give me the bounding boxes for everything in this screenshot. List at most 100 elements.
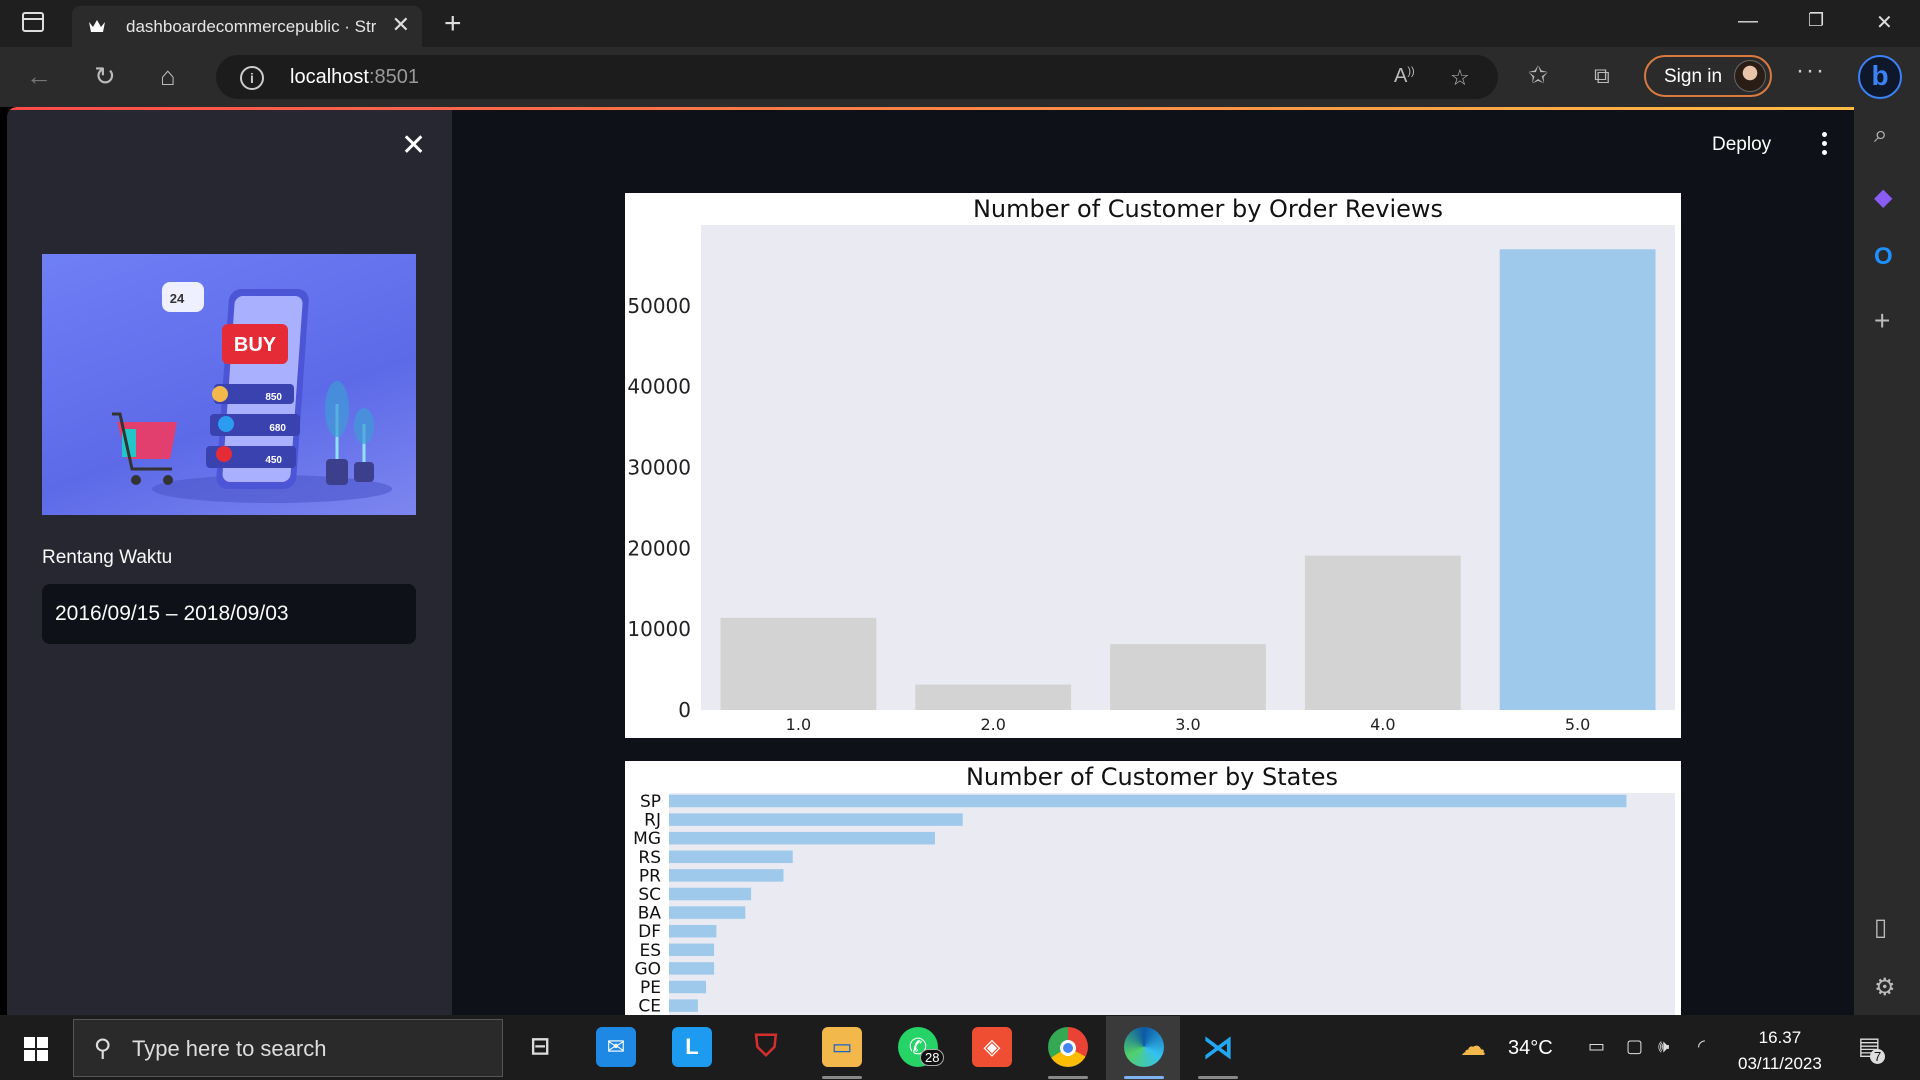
bar-CE	[669, 999, 698, 1012]
shopping-illustration: BUY 850 680 450 24	[112, 282, 392, 503]
date-range-label: Rentang Waktu	[42, 547, 173, 568]
y-tick-label: GO	[634, 959, 661, 979]
volume-icon[interactable]: 🕪	[1658, 1036, 1670, 1056]
browser-title-bar: dashboardecommercepublic · Streamlit ✕ +…	[0, 0, 1920, 47]
edge-icon[interactable]	[1124, 1027, 1164, 1067]
outlook-icon[interactable]: O	[1874, 243, 1893, 270]
y-tick-label: DF	[638, 922, 661, 942]
svg-text:850: 850	[265, 392, 282, 403]
header-decoration	[7, 107, 1854, 110]
refresh-icon[interactable]: ↻	[94, 61, 116, 91]
sidebar-toggle-icon[interactable]: ▯	[1874, 914, 1888, 941]
x-tick-label: 4.0	[1370, 715, 1395, 734]
avatar	[1734, 60, 1766, 92]
bar-PR	[669, 869, 784, 882]
info-icon[interactable]: i	[240, 66, 264, 90]
lark-app-icon[interactable]: L	[672, 1027, 712, 1067]
settings-icon[interactable]: ⚙	[1874, 974, 1896, 1001]
y-tick-label: PE	[640, 978, 661, 998]
edge-sidebar: ⌕ ◆ O + ▯ ⚙	[1854, 107, 1920, 1015]
bar-DF	[669, 924, 717, 938]
window-close-icon[interactable]: ✕	[1876, 12, 1893, 34]
favorite-add-icon[interactable]: ☆	[1450, 65, 1470, 90]
bar-5.0	[1499, 249, 1656, 710]
vscode-indicator	[1198, 1076, 1238, 1079]
file-explorer-icon[interactable]: ▭	[822, 1027, 862, 1067]
y-tick-label: CE	[638, 997, 661, 1015]
read-aloud-icon[interactable]: A))	[1394, 65, 1415, 87]
bar-1.0	[720, 617, 877, 710]
bar-PE	[669, 980, 707, 994]
copilot-icon[interactable]: b	[1858, 55, 1902, 99]
y-tick-label: ES	[639, 941, 661, 961]
chart-title: Number of Customer by Order Reviews	[973, 195, 1443, 223]
plus-icon[interactable]: +	[1874, 305, 1891, 336]
svg-text:BUY: BUY	[234, 334, 277, 356]
states-chart-svg: Number of Customer by States SPRJMGRSPRSC…	[633, 763, 1675, 1015]
chrome-icon[interactable]	[1048, 1027, 1088, 1067]
windows-start-icon[interactable]	[24, 1037, 48, 1061]
svg-text:450: 450	[265, 455, 282, 466]
task-view-icon[interactable]: ⊟	[529, 1033, 551, 1060]
streamlit-crown-icon	[89, 20, 105, 32]
y-tick-label: 20000	[627, 536, 691, 560]
copilot-designer-icon[interactable]: ◆	[1874, 184, 1893, 211]
vscode-icon[interactable]: ⋊	[1202, 1029, 1234, 1065]
tab-title: dashboardecommercepublic · Streamlit	[126, 17, 376, 36]
anydesk-icon[interactable]: ◈	[972, 1027, 1012, 1067]
sign-in-button[interactable]: Sign in	[1644, 55, 1772, 97]
back-icon[interactable]: ←	[26, 61, 52, 91]
plot-area	[669, 793, 1675, 1015]
date-range-input[interactable]: 2016/09/15 – 2018/09/03	[42, 584, 416, 644]
mcafee-icon[interactable]: ⛉	[754, 1030, 778, 1063]
reviews-chart: Number of Customer by Order Reviews 0 1000…	[625, 193, 1681, 738]
weather-temperature[interactable]: 34°C	[1508, 1037, 1553, 1059]
sidebar: ✕ BUY 850 680 450 24	[7, 110, 452, 1015]
minimize-icon[interactable]: —	[1738, 10, 1758, 32]
x-tick-label: 1.0	[786, 715, 811, 734]
url-text[interactable]: localhost:8501	[290, 66, 419, 88]
bar-3.0	[1110, 644, 1266, 710]
close-icon[interactable]: ✕	[391, 12, 410, 37]
y-tick-label: MG	[633, 829, 661, 849]
battery-icon[interactable]: ▭	[1588, 1036, 1606, 1056]
weather-icon[interactable]: ☁	[1460, 1031, 1486, 1061]
x-tick-label: 3.0	[1175, 715, 1200, 734]
network-device-icon[interactable]: ▢	[1626, 1036, 1644, 1056]
bar-ES	[669, 943, 715, 957]
y-tick-label: 0	[678, 698, 691, 722]
plus-icon[interactable]: +	[444, 7, 462, 40]
restore-icon[interactable]: ❐	[1808, 10, 1825, 30]
deploy-button[interactable]: Deploy	[1712, 134, 1772, 155]
search-icon[interactable]: ⌕	[1874, 121, 1888, 148]
wifi-icon[interactable]: ◜	[1698, 1036, 1705, 1056]
taskbar-search[interactable]: ⚲ Type here to search	[73, 1019, 503, 1077]
home-icon[interactable]: ⌂	[160, 61, 176, 91]
favorites-icon[interactable]: ✩	[1528, 62, 1549, 89]
clock[interactable]: 16.37 03/11/2023	[1738, 1028, 1822, 1073]
browser-toolbar: ← ↻ ⌂ i localhost:8501 A)) ☆ ✩ ⧉ Sign in…	[0, 47, 1920, 107]
bar-RJ	[669, 813, 963, 826]
search-icon: ⚲	[94, 1035, 112, 1062]
bar-GO	[669, 962, 715, 975]
y-tick-label: PR	[639, 866, 661, 886]
bar-BA	[669, 906, 746, 919]
main-menu-icon[interactable]	[1822, 132, 1828, 159]
collections-icon[interactable]: ⧉	[1594, 63, 1610, 88]
bar-SC	[669, 887, 752, 901]
chart-title: Number of Customer by States	[966, 763, 1338, 791]
y-tick-label: RS	[638, 848, 661, 868]
address-bar[interactable]: i localhost:8501 A)) ☆	[216, 55, 1498, 99]
app-viewport: ✕ BUY 850 680 450 24	[7, 107, 1854, 1015]
sidebar-close-icon[interactable]: ✕	[401, 129, 427, 162]
browser-tab[interactable]: dashboardecommercepublic · Streamlit ✕	[72, 6, 422, 47]
y-tick-label: 30000	[627, 456, 691, 480]
y-tick-label: SC	[638, 885, 661, 905]
mail-icon[interactable]: ✉	[596, 1027, 636, 1067]
more-icon[interactable]: ···	[1796, 57, 1826, 84]
bar-4.0	[1304, 555, 1461, 710]
bar-SP	[669, 794, 1627, 808]
window-icon[interactable]	[22, 12, 44, 32]
y-tick-label: 40000	[627, 375, 691, 399]
date-range-value: 2016/09/15 – 2018/09/03	[55, 602, 289, 625]
